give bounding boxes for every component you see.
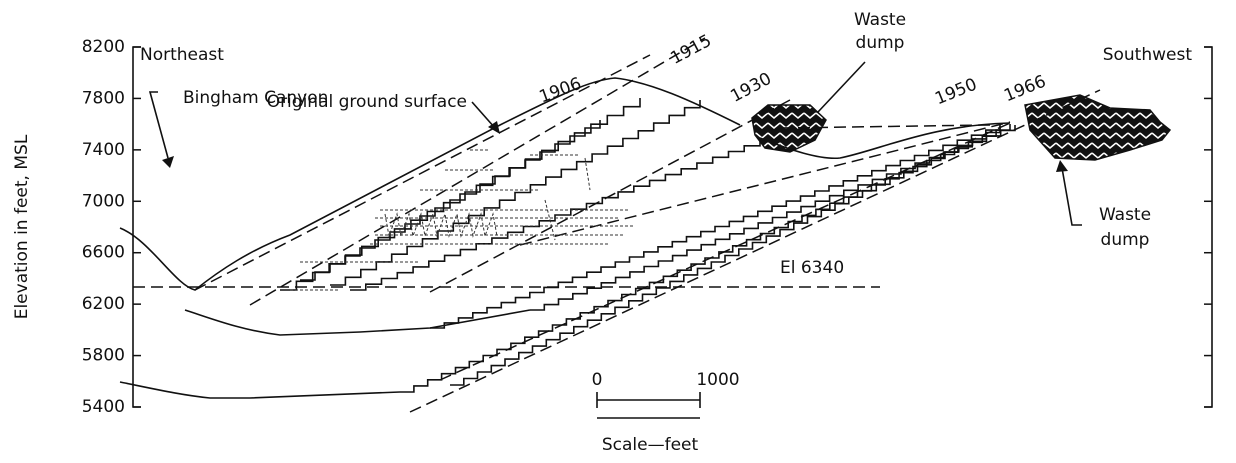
waste-dump [1025, 95, 1170, 160]
year: 1906 [537, 74, 584, 108]
y-tick-label: 7800 [82, 88, 125, 108]
label: Southwest [1103, 45, 1193, 65]
y-tick-label: 5400 [82, 397, 125, 417]
y-tick-label: 6200 [82, 294, 125, 314]
label: dump [856, 33, 905, 53]
axis-label: Elevation in feet, MSL [12, 134, 32, 319]
label: El 6340 [780, 258, 844, 278]
year: 1950 [932, 75, 980, 110]
tunnels [290, 150, 635, 290]
slope-line [430, 100, 790, 292]
y-tick-label: 6600 [82, 243, 125, 263]
bench-profiles [280, 98, 1015, 392]
bench [350, 140, 760, 290]
cross-section: Elevation in feet, MSL Northeast Southwe… [0, 0, 1236, 463]
scale-bar [597, 392, 700, 418]
bench [450, 126, 1000, 385]
y-tick-label: 7000 [82, 191, 125, 211]
bench [280, 98, 640, 290]
label: Waste [1099, 205, 1151, 225]
scale-label: 0 [592, 370, 603, 390]
profile [185, 310, 530, 335]
year: 1930 [727, 69, 775, 107]
left-axis [133, 47, 141, 407]
label: Original ground surface [267, 92, 467, 112]
profile [120, 382, 400, 398]
year: 1966 [1001, 72, 1049, 107]
slope-line [250, 38, 705, 305]
label: Waste [854, 10, 906, 30]
year: 1915 [667, 31, 715, 69]
y-tick-label: 5800 [82, 346, 125, 366]
scale-label: 1000 [696, 370, 739, 390]
label: dump [1101, 230, 1150, 250]
y-tick-label: 7400 [82, 140, 125, 160]
y-tick-label: 8200 [82, 37, 125, 57]
right-axis [1204, 47, 1212, 407]
slope-line [410, 90, 1100, 412]
scale-caption: Scale—feet [602, 435, 699, 455]
label: Northeast [140, 45, 224, 65]
